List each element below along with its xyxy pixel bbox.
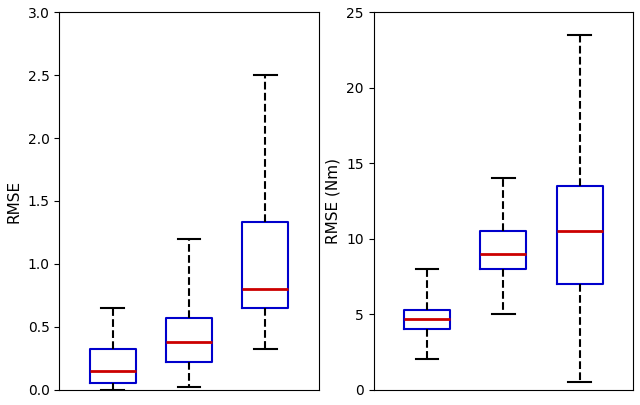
Y-axis label: RMSE (Nm): RMSE (Nm) — [326, 158, 340, 244]
Y-axis label: RMSE: RMSE — [7, 179, 22, 223]
